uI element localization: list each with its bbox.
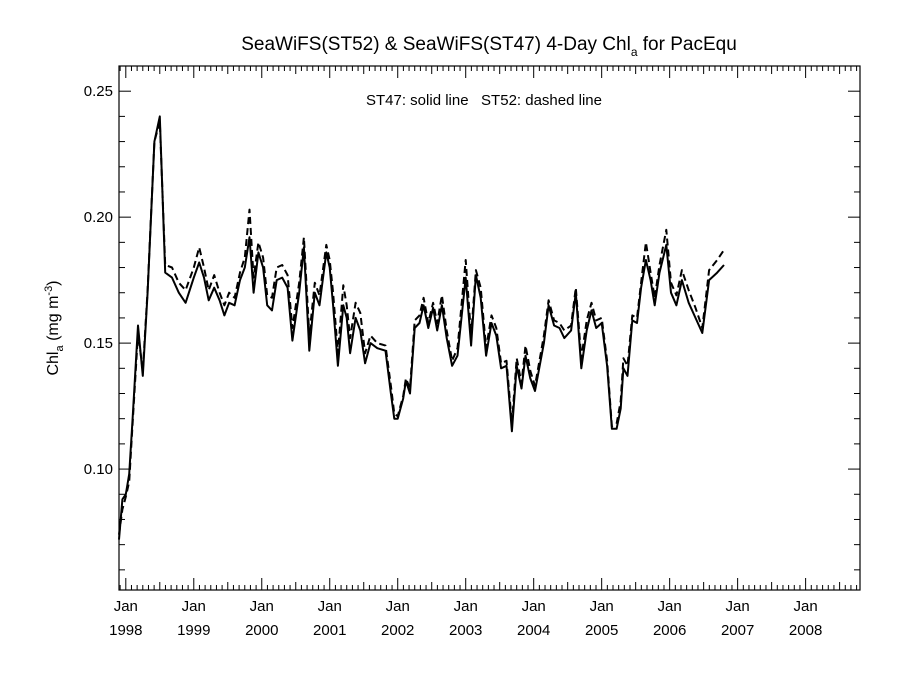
x-tick-month: Jan <box>182 598 206 615</box>
x-tick-month: Jan <box>386 598 410 615</box>
title-main: SeaWiFS(ST52) & SeaWiFS(ST47) 4-Day Chl <box>241 34 631 55</box>
series-line-st47 <box>118 115 725 540</box>
axis-ticks: 0.10 0.15 0.20 0.25 Jan 1998 Jan 1999 Jan 2000 Jan… <box>84 66 860 639</box>
y-tick-label: 0.20 <box>84 209 113 226</box>
ylabel-unit-close: ) <box>45 280 62 285</box>
ylabel-unit: (mg m <box>45 296 62 346</box>
x-tick-year: 2003 <box>449 622 482 639</box>
x-tick-year: 2008 <box>789 622 822 639</box>
title-subscript: a <box>631 45 638 59</box>
chart-title: SeaWiFS(ST52) & SeaWiFS(ST47) 4-Day Chla… <box>241 34 737 59</box>
x-tick-month: Jan <box>726 598 750 615</box>
legend-annotation: ST47: solid line ST52: dashed line <box>366 92 602 109</box>
y-tick-label: 0.25 <box>84 83 113 100</box>
y-tick-label: 0.15 <box>84 335 113 352</box>
series-line-st52 <box>118 120 725 535</box>
ylabel-main: Chl <box>45 352 62 376</box>
x-tick-year: 2002 <box>381 622 414 639</box>
x-tick-month: Jan <box>318 598 342 615</box>
x-tick-month: Jan <box>250 598 274 615</box>
x-tick-year: 2006 <box>653 622 686 639</box>
x-tick-month: Jan <box>522 598 546 615</box>
x-tick-month: Jan <box>114 598 138 615</box>
y-axis-label: Chla (mg m-3) <box>43 280 66 375</box>
x-tick-year: 1999 <box>177 622 210 639</box>
x-tick-year: 2001 <box>313 622 346 639</box>
ylabel-unit-exponent: -3 <box>43 286 55 296</box>
x-tick-year: 2005 <box>585 622 618 639</box>
x-tick-month: Jan <box>454 598 478 615</box>
series-layer <box>118 115 725 540</box>
y-tick-label: 0.10 <box>84 461 113 478</box>
plot-frame <box>118 65 861 591</box>
x-tick-year: 2000 <box>245 622 278 639</box>
x-tick-year: 2004 <box>517 622 550 639</box>
x-tick-month: Jan <box>794 598 818 615</box>
x-tick-year: 2007 <box>721 622 754 639</box>
x-tick-month: Jan <box>590 598 614 615</box>
x-tick-month: Jan <box>658 598 682 615</box>
title-tail: for PacEqu <box>638 34 737 55</box>
ylabel-subscript: a <box>54 345 66 352</box>
x-tick-year: 1998 <box>109 622 142 639</box>
